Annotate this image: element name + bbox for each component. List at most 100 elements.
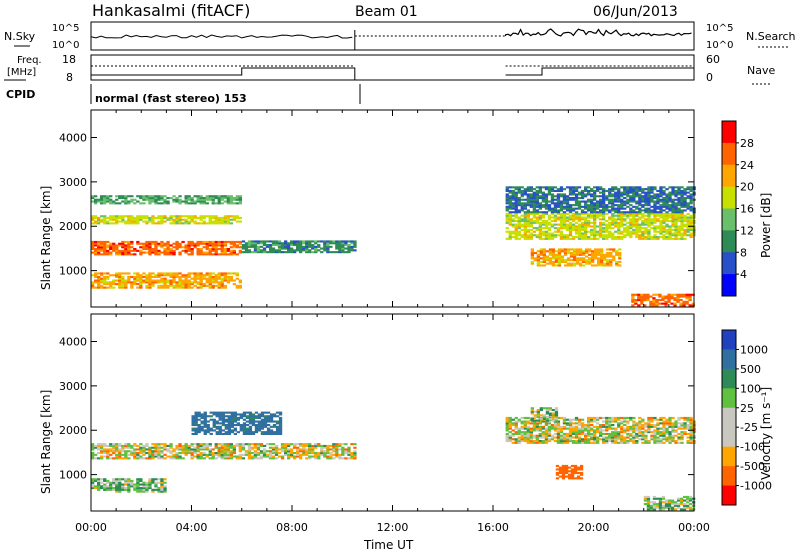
- velocity-cell: [263, 431, 268, 434]
- power-cell: [544, 223, 549, 226]
- velocity-cell: [602, 436, 606, 439]
- power-cell: [559, 221, 564, 224]
- velocity-cell: [544, 434, 549, 437]
- power-cell: [641, 195, 645, 198]
- velocity-cell: [278, 432, 283, 435]
- power-cell: [600, 257, 604, 260]
- velocity-cell: [508, 422, 512, 425]
- power-cell: [539, 250, 543, 253]
- power-cell: [641, 204, 645, 207]
- velocity-cell: [670, 501, 675, 504]
- velocity-cell: [212, 424, 216, 427]
- power-cell: [148, 284, 152, 287]
- velocity-cell: [118, 479, 122, 482]
- velocity-cell: [577, 418, 582, 421]
- velocity-cell: [293, 452, 297, 455]
- power-cell: [202, 277, 206, 280]
- power-cell: [683, 191, 687, 194]
- power-cell: [532, 212, 536, 215]
- power-cell: [559, 186, 564, 189]
- velocity-cell: [617, 431, 621, 434]
- velocity-cell: [656, 432, 660, 435]
- velocity-cell: [203, 429, 207, 432]
- power-cell: [124, 195, 128, 198]
- velocity-cell: [323, 450, 327, 453]
- velocity-cell: [296, 452, 300, 455]
- power-cell: [133, 198, 137, 201]
- power-cell: [103, 277, 107, 280]
- velocity-cell: [271, 452, 276, 455]
- power-cell: [644, 209, 648, 212]
- power-cell: [632, 211, 636, 214]
- velocity-cell: [218, 425, 222, 428]
- power-cell: [211, 200, 215, 203]
- velocity-cell: [347, 446, 351, 449]
- power-cell: [196, 281, 200, 284]
- velocity-cell: [574, 434, 579, 437]
- power-cell: [505, 220, 509, 223]
- velocity-cell: [223, 443, 227, 446]
- velocity-cell: [626, 422, 630, 425]
- power-cell: [229, 197, 233, 200]
- velocity-cell: [623, 427, 627, 430]
- power-cell: [632, 220, 636, 223]
- velocity-cell: [547, 427, 552, 430]
- power-cell: [623, 202, 627, 205]
- power-cell: [145, 215, 149, 218]
- power-cell: [544, 193, 549, 196]
- velocity-cell: [529, 440, 533, 443]
- power-cell: [538, 205, 542, 208]
- velocity-cell: [547, 440, 552, 443]
- power-cell: [562, 212, 567, 215]
- power-cell: [557, 255, 562, 258]
- power-cell: [181, 246, 185, 249]
- power-cell: [508, 202, 512, 205]
- power-cell: [299, 247, 303, 250]
- velocity-cell: [665, 431, 669, 434]
- velocity-cell: [112, 446, 116, 449]
- power-cell: [575, 259, 580, 262]
- velocity-cell: [229, 450, 233, 453]
- velocity-cell: [238, 453, 242, 456]
- power-cell: [208, 216, 212, 219]
- power-cell: [541, 195, 545, 198]
- power-cell: [532, 193, 536, 196]
- velocity-cell: [544, 440, 549, 443]
- power-cell: [611, 198, 615, 201]
- power-cell: [665, 216, 669, 219]
- power-cell: [689, 188, 693, 191]
- power-cell: [208, 286, 212, 289]
- power-cell: [103, 275, 107, 278]
- power-cell: [608, 216, 612, 219]
- velocity-cell: [571, 427, 576, 430]
- velocity-cell: [535, 424, 539, 427]
- velocity-cell: [248, 418, 253, 421]
- power-cell: [617, 212, 621, 215]
- power-cell: [160, 286, 164, 289]
- power-cell: [121, 272, 125, 275]
- power-cell: [550, 195, 555, 198]
- power-cell: [671, 198, 675, 201]
- velocity-cell: [538, 441, 542, 444]
- power-cell: [597, 253, 601, 256]
- velocity-cell: [620, 438, 624, 441]
- power-cell: [214, 244, 218, 247]
- power-cell: [163, 198, 167, 201]
- power-cell: [121, 240, 125, 243]
- power-cell: [262, 249, 267, 252]
- velocity-cell: [673, 508, 678, 511]
- power-cell: [674, 236, 678, 239]
- power-cell: [238, 216, 242, 219]
- velocity-cell: [538, 420, 542, 423]
- velocity-cell: [221, 424, 225, 427]
- power-cell: [689, 214, 693, 217]
- power-cell: [148, 279, 152, 282]
- power-cell: [208, 277, 212, 280]
- velocity-cell: [142, 487, 146, 490]
- velocity-cell: [220, 455, 224, 458]
- velocity-cell: [202, 448, 206, 451]
- velocity-cell: [97, 488, 101, 491]
- velocity-cell: [94, 446, 98, 449]
- power-cell: [106, 246, 110, 249]
- velocity-cell: [554, 414, 559, 417]
